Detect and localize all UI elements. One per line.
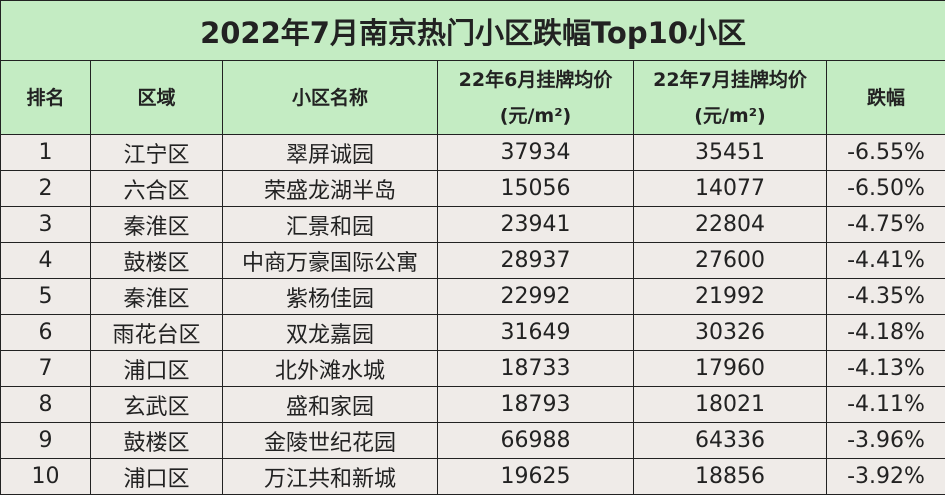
cell-district: 玄武区 [90,386,223,423]
cell-name: 北外滩水城 [222,350,438,387]
cell-june-price: 22992 [437,278,634,315]
header-district: 区域 [90,60,223,135]
cell-june-price: 18733 [437,350,634,387]
cell-change: -6.55% [825,134,945,171]
cell-change: -3.96% [825,422,945,459]
cell-july-price: 18021 [633,386,827,423]
cell-rank: 6 [0,314,91,351]
cell-rank: 9 [0,422,91,459]
cell-rank: 4 [0,242,91,279]
cell-name: 金陵世纪花园 [222,422,438,459]
header-rank: 排名 [0,60,91,135]
header-june-price-unit: (元/m²) [499,104,572,127]
table-row: 2 六合区 荣盛龙湖半岛 15056 14077 -6.50% [0,170,945,207]
header-name: 小区名称 [222,60,438,135]
header-july-price-line1: 22年7月挂牌均价 [653,68,807,91]
table-row: 6 雨花台区 双龙嘉园 31649 30326 -4.18% [0,314,945,351]
table-row: 4 鼓楼区 中商万豪国际公寓 28937 27600 -4.41% [0,242,945,279]
cell-june-price: 31649 [437,314,634,351]
cell-july-price: 22804 [633,206,827,243]
cell-july-price: 27600 [633,242,827,279]
table-row: 10 浦口区 万江共和新城 19625 18856 -3.92% [0,458,945,495]
header-june-price: 22年6月挂牌均价 (元/m²) [437,60,634,135]
table-title: 2022年7月南京热门小区跌幅Top10小区 [0,0,945,61]
header-july-price-unit: (元/m²) [694,104,766,127]
cell-july-price: 18856 [633,458,827,495]
cell-july-price: 35451 [633,134,827,171]
cell-district: 浦口区 [90,458,223,495]
cell-name: 紫杨佳园 [222,278,438,315]
cell-june-price: 37934 [437,134,634,171]
cell-district: 雨花台区 [90,314,223,351]
cell-name: 荣盛龙湖半岛 [222,170,438,207]
cell-change: -4.35% [825,278,945,315]
table-row: 1 江宁区 翠屏诚园 37934 35451 -6.55% [0,134,945,171]
cell-change: -6.50% [825,170,945,207]
table-row: 8 玄武区 盛和家园 18793 18021 -4.11% [0,386,945,423]
cell-june-price: 66988 [437,422,634,459]
table-row: 5 秦淮区 紫杨佳园 22992 21992 -4.35% [0,278,945,315]
cell-rank: 5 [0,278,91,315]
cell-july-price: 17960 [633,350,827,387]
header-change: 跌幅 [825,60,945,135]
cell-district: 浦口区 [90,350,223,387]
cell-name: 万江共和新城 [222,458,438,495]
cell-july-price: 21992 [633,278,827,315]
cell-name: 双龙嘉园 [222,314,438,351]
cell-june-price: 18793 [437,386,634,423]
cell-rank: 7 [0,350,91,387]
cell-june-price: 23941 [437,206,634,243]
cell-district: 秦淮区 [90,206,223,243]
cell-june-price: 28937 [437,242,634,279]
cell-july-price: 14077 [633,170,827,207]
cell-rank: 2 [0,170,91,207]
header-july-price: 22年7月挂牌均价 (元/m²) [633,60,827,135]
table-row: 9 鼓楼区 金陵世纪花园 66988 64336 -3.96% [0,422,945,459]
cell-june-price: 15056 [437,170,634,207]
cell-change: -4.13% [825,350,945,387]
header-june-price-line1: 22年6月挂牌均价 [458,68,613,91]
cell-district: 鼓楼区 [90,422,223,459]
cell-change: -4.11% [825,386,945,423]
cell-change: -3.92% [825,458,945,495]
cell-change: -4.18% [825,314,945,351]
cell-name: 中商万豪国际公寓 [222,242,438,279]
cell-change: -4.75% [825,206,945,243]
cell-rank: 8 [0,386,91,423]
cell-district: 江宁区 [90,134,223,171]
table-row: 7 浦口区 北外滩水城 18733 17960 -4.13% [0,350,945,387]
cell-district: 秦淮区 [90,278,223,315]
cell-name: 盛和家园 [222,386,438,423]
cell-district: 鼓楼区 [90,242,223,279]
cell-name: 翠屏诚园 [222,134,438,171]
header-row: 排名 区域 小区名称 22年6月挂牌均价 (元/m²) 22年7月挂牌均价 (元… [0,60,945,135]
table-row: 3 秦淮区 汇景和园 23941 22804 -4.75% [0,206,945,243]
cell-rank: 10 [0,458,91,495]
cell-july-price: 64336 [633,422,827,459]
cell-district: 六合区 [90,170,223,207]
cell-june-price: 19625 [437,458,634,495]
cell-rank: 3 [0,206,91,243]
cell-july-price: 30326 [633,314,827,351]
cell-name: 汇景和园 [222,206,438,243]
cell-change: -4.41% [825,242,945,279]
cell-rank: 1 [0,134,91,171]
